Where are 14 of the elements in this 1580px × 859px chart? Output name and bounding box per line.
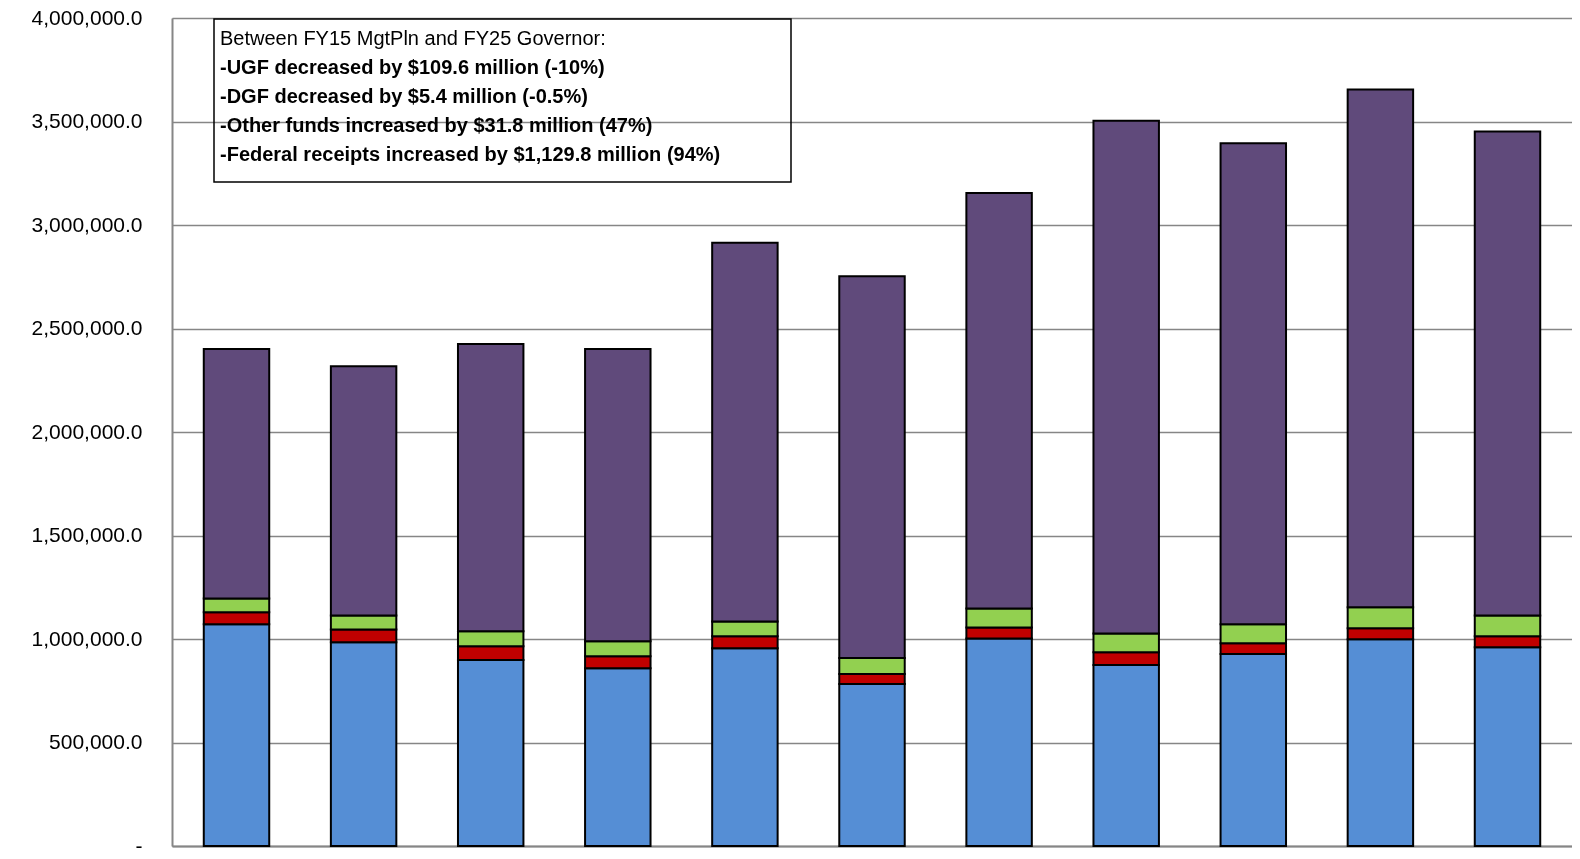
- annotation: -UGF decreased by $109.6 million (-10%): [220, 56, 605, 78]
- annotation: -Federal receipts increased by $1,129.8 million (94%): [220, 143, 721, 165]
- y-tick-label: 4,000,000.0: [31, 5, 143, 29]
- annotation: Between FY15 MgtPln and FY25 Governor:: [220, 27, 606, 49]
- y-tick-label: 2,000,000.0: [31, 419, 143, 443]
- y-tick-label: 3,500,000.0: [31, 109, 143, 132]
- annotation: -Other funds increased by $31.8 million (47%): [220, 114, 653, 136]
- annotation: -DGF decreased by $5.4 million (-0.5%): [220, 85, 588, 107]
- y-tick-label: -: [135, 833, 143, 857]
- y-tick-label: 3,000,000.0: [31, 212, 143, 236]
- y-tick-label: 1,500,000.0: [31, 523, 143, 546]
- y-tick-label: 500,000.0: [49, 730, 143, 753]
- y-tick-label: 2,500,000.0: [31, 316, 143, 339]
- y-tick-label: 1,000,000.0: [31, 626, 143, 650]
